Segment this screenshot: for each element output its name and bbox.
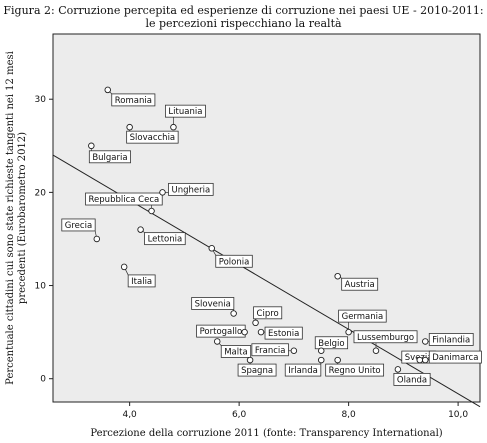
data-point	[93, 235, 101, 243]
data-point	[159, 189, 166, 196]
point-label: Bulgaria	[88, 150, 131, 164]
svg-text:Grecia: Grecia	[65, 221, 92, 231]
point-label: Romania	[111, 93, 156, 107]
point-label: Ungheria	[168, 182, 214, 196]
x-tick-label: 4,0	[122, 410, 137, 420]
svg-text:Finlandia: Finlandia	[432, 335, 470, 345]
data-point	[120, 263, 128, 271]
point-label: Belgio	[314, 336, 349, 350]
data-point	[345, 328, 352, 336]
data-point	[394, 366, 402, 373]
svg-text:Romania: Romania	[115, 96, 152, 106]
data-point	[372, 347, 380, 355]
svg-text:Olanda: Olanda	[397, 375, 427, 385]
data-point	[241, 328, 248, 336]
data-point	[230, 310, 237, 317]
data-point	[246, 356, 254, 364]
point-label: Danimarca	[428, 350, 482, 364]
svg-text:Regno Unito: Regno Unito	[329, 366, 381, 376]
data-point	[170, 123, 177, 131]
data-point	[208, 245, 216, 252]
svg-text:Austria: Austria	[345, 280, 375, 290]
data-point	[422, 356, 429, 364]
x-axis-title: Percezione della corruzione 2011 (fonte:…	[90, 428, 442, 439]
svg-text:Slovenia: Slovenia	[195, 299, 231, 309]
point-label: Slovacchia	[126, 130, 179, 144]
data-point	[257, 328, 265, 336]
data-point	[137, 226, 144, 233]
point-label: Portogallo	[196, 324, 246, 338]
point-label: Lettonia	[144, 232, 186, 246]
point-label: Repubblica Ceca	[85, 192, 163, 206]
figure-title: Figura 2: Corruzione percepita ed esperi…	[3, 4, 484, 30]
x-tick-label: 6,0	[232, 410, 247, 420]
point-label: Slovenia	[191, 297, 235, 310]
point-label: Finlandia	[428, 333, 474, 346]
svg-text:Spagna: Spagna	[241, 366, 273, 376]
svg-text:Belgio: Belgio	[318, 339, 344, 349]
svg-text:Repubblica Ceca: Repubblica Ceca	[89, 195, 160, 205]
point-label: Francia	[251, 343, 289, 357]
point-label: Austria	[341, 277, 379, 291]
data-point	[213, 338, 221, 345]
svg-text:Malta: Malta	[224, 347, 247, 357]
point-label: Germania	[338, 309, 387, 323]
svg-text:Estonia: Estonia	[268, 329, 299, 339]
x-tick-label: 10,0	[448, 410, 468, 420]
svg-text:Ungheria: Ungheria	[171, 185, 210, 195]
point-label: Cipro	[253, 306, 283, 320]
point-label: Italia	[127, 274, 156, 288]
point-label: Estonia	[264, 326, 303, 340]
data-point	[104, 86, 111, 94]
y-tick-label: 20	[35, 188, 47, 198]
data-point	[334, 272, 341, 280]
data-point	[416, 356, 424, 364]
y-tick-label: 0	[40, 375, 46, 385]
svg-text:Danimarca: Danimarca	[432, 353, 478, 363]
svg-text:Lussemburgo: Lussemburgo	[357, 333, 414, 343]
svg-text:Polonia: Polonia	[219, 257, 250, 267]
data-point	[422, 338, 429, 345]
data-point	[252, 319, 259, 327]
point-label: Olanda	[393, 372, 431, 386]
data-point	[126, 123, 133, 131]
svg-text:Cipro: Cipro	[257, 309, 279, 319]
svg-text:Italia: Italia	[131, 277, 152, 287]
point-label: Grecia	[61, 218, 96, 232]
point-label: Lussemburgo	[353, 330, 418, 344]
svg-text:Lettonia: Lettonia	[148, 235, 183, 245]
point-label: Lituania	[165, 104, 206, 118]
y-tick-label: 10	[35, 282, 47, 292]
data-point	[290, 347, 298, 355]
svg-text:Bulgaria: Bulgaria	[92, 153, 127, 163]
svg-text:Lituania: Lituania	[168, 107, 202, 117]
svg-text:Germania: Germania	[342, 312, 384, 322]
x-tick-label: 8,0	[341, 410, 356, 420]
data-point	[317, 347, 325, 355]
data-point	[148, 207, 155, 215]
data-point	[334, 356, 341, 364]
y-axis-title: Percentuale cittadini cui sono state ric…	[5, 51, 28, 385]
data-point	[317, 356, 325, 364]
data-point	[88, 142, 95, 150]
y-tick-label: 30	[35, 95, 47, 105]
point-label: Irlanda	[284, 363, 322, 377]
svg-text:Irlanda: Irlanda	[288, 366, 318, 376]
point-label: Spagna	[237, 363, 277, 377]
point-label: Polonia	[215, 254, 253, 268]
svg-text:Francia: Francia	[255, 346, 286, 356]
svg-text:Portogallo: Portogallo	[200, 327, 243, 337]
point-label: Regno Unito	[325, 363, 385, 377]
svg-text:Slovacchia: Slovacchia	[130, 133, 176, 143]
point-label: Malta	[220, 345, 252, 358]
